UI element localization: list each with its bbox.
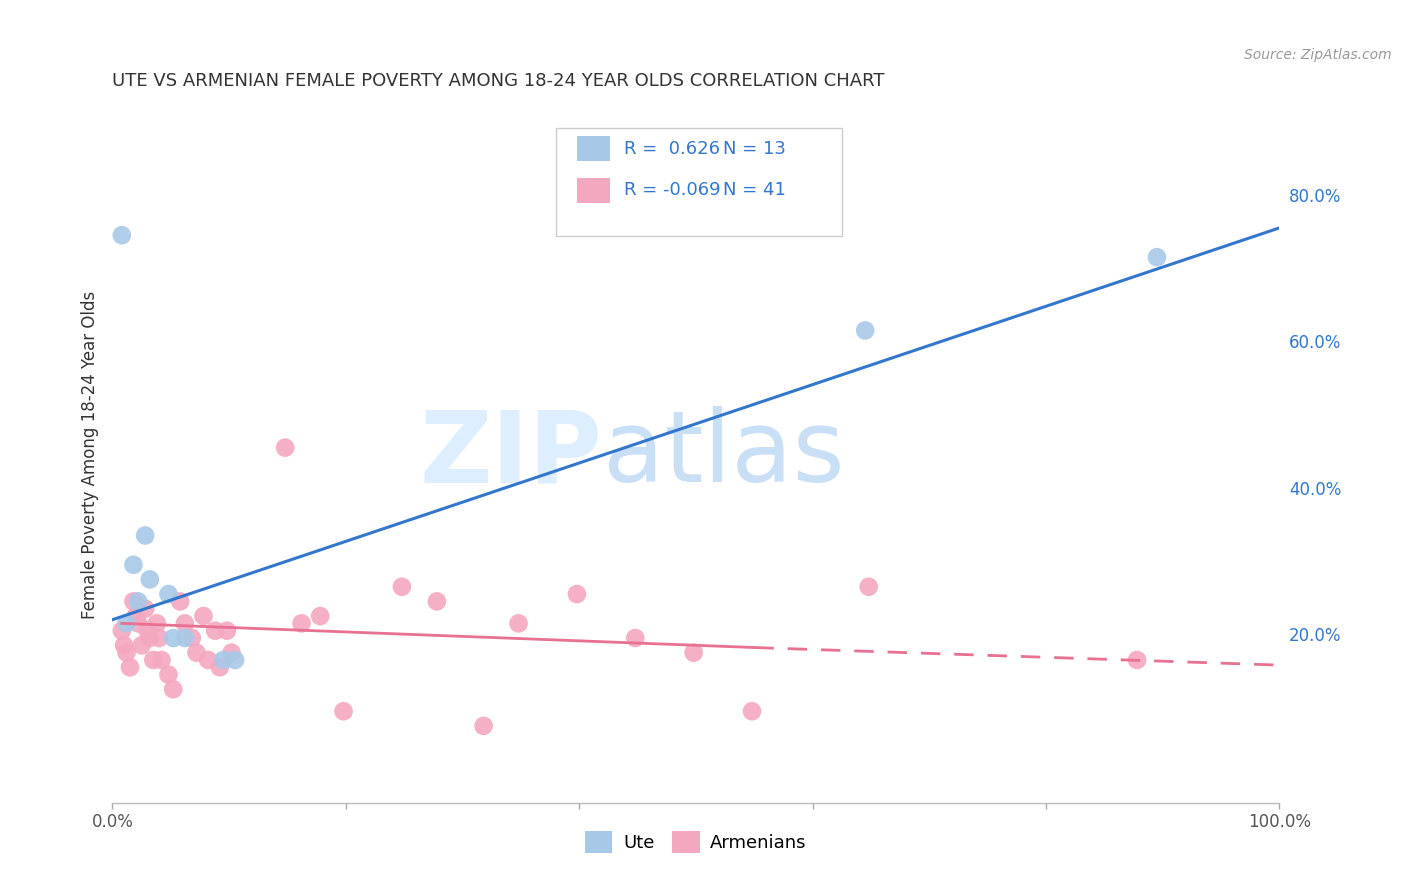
Point — [136, 624, 159, 638]
Point — [148, 631, 170, 645]
Point — [150, 653, 173, 667]
Point — [122, 594, 145, 608]
Point — [125, 609, 148, 624]
Point — [162, 682, 184, 697]
Point — [309, 609, 332, 624]
Point — [157, 667, 180, 681]
Point — [139, 631, 162, 645]
Point — [173, 631, 195, 645]
FancyBboxPatch shape — [576, 178, 610, 203]
Point — [139, 573, 162, 587]
Point — [142, 653, 165, 667]
Point — [332, 704, 354, 718]
Point — [118, 660, 141, 674]
Point — [224, 653, 246, 667]
Point — [624, 631, 647, 645]
Point — [112, 638, 135, 652]
Text: R = -0.069: R = -0.069 — [624, 181, 720, 200]
Y-axis label: Female Poverty Among 18-24 Year Olds: Female Poverty Among 18-24 Year Olds — [80, 291, 98, 619]
Text: N = 13: N = 13 — [723, 140, 786, 158]
Text: ZIP: ZIP — [420, 407, 603, 503]
Text: Source: ZipAtlas.com: Source: ZipAtlas.com — [1244, 48, 1392, 62]
Point — [146, 616, 169, 631]
Text: R =  0.626: R = 0.626 — [624, 140, 720, 158]
Point — [127, 616, 149, 631]
Point — [565, 587, 588, 601]
Point — [858, 580, 880, 594]
Point — [290, 616, 312, 631]
Point — [115, 616, 138, 631]
Point — [472, 719, 495, 733]
Point — [173, 616, 195, 631]
Point — [180, 631, 202, 645]
Point — [197, 653, 219, 667]
Point — [115, 646, 138, 660]
Text: UTE VS ARMENIAN FEMALE POVERTY AMONG 18-24 YEAR OLDS CORRELATION CHART: UTE VS ARMENIAN FEMALE POVERTY AMONG 18-… — [112, 72, 884, 90]
FancyBboxPatch shape — [555, 128, 842, 235]
Point — [215, 624, 238, 638]
Point — [391, 580, 413, 594]
Point — [682, 646, 704, 660]
Point — [111, 228, 134, 243]
Point — [162, 631, 184, 645]
Legend: Ute, Armenians: Ute, Armenians — [578, 823, 814, 860]
Point — [157, 587, 180, 601]
Point — [1126, 653, 1149, 667]
Point — [853, 323, 876, 337]
Point — [212, 653, 235, 667]
Point — [134, 601, 156, 615]
Point — [426, 594, 449, 608]
Point — [169, 594, 191, 608]
Point — [122, 558, 145, 572]
Point — [193, 609, 215, 624]
Point — [204, 624, 226, 638]
Text: atlas: atlas — [603, 407, 844, 503]
Point — [131, 638, 153, 652]
Point — [186, 646, 208, 660]
Point — [1146, 250, 1168, 264]
Text: N = 41: N = 41 — [723, 181, 786, 200]
Point — [508, 616, 530, 631]
Point — [221, 646, 243, 660]
Point — [274, 441, 297, 455]
Point — [127, 594, 149, 608]
FancyBboxPatch shape — [576, 136, 610, 161]
Point — [741, 704, 763, 718]
Point — [134, 528, 156, 542]
Point — [111, 624, 134, 638]
Point — [208, 660, 231, 674]
